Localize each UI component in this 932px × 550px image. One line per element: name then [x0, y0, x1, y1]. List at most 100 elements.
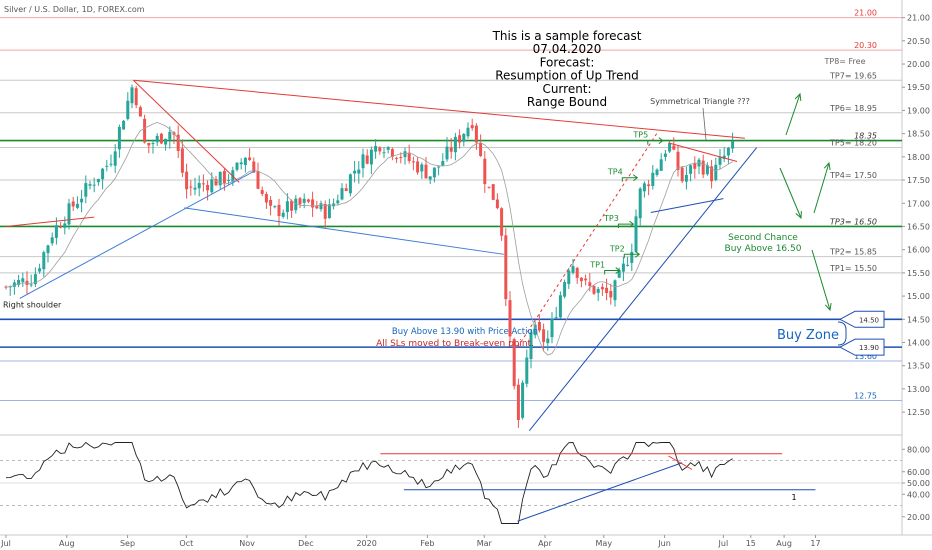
rsi-tick-label: 40.00	[907, 490, 930, 499]
candle-body	[731, 141, 735, 149]
candle-body	[96, 178, 100, 183]
x-tick-label: 2020	[356, 539, 376, 548]
candle-body	[336, 200, 340, 204]
zone-tag-14-50-shape	[838, 310, 885, 328]
tp-arrow-line	[621, 177, 638, 182]
descending-red-trendline	[133, 79, 745, 139]
rsi-red-drop	[668, 455, 693, 470]
arrow-down-1	[779, 167, 802, 219]
candle-body	[63, 223, 67, 228]
candle-body	[621, 263, 625, 272]
shoulder-blue-line	[19, 170, 256, 299]
candle-body	[357, 169, 361, 174]
candle-body	[340, 188, 344, 200]
arrow-down-2-head	[824, 303, 832, 312]
candle-body	[479, 143, 483, 156]
zone-tag-14-50: 14.50	[859, 316, 879, 324]
rsi-line	[5, 441, 733, 524]
candle-body	[159, 133, 163, 144]
candle-body	[50, 237, 54, 244]
candle-body	[634, 216, 638, 252]
x-tick-label: Sep	[120, 539, 135, 548]
candle-body	[285, 201, 289, 213]
candle-body	[29, 284, 33, 286]
candle-body	[722, 155, 726, 159]
candle-body	[600, 286, 604, 290]
triangle-lower-line	[650, 198, 724, 214]
candle-body	[542, 329, 546, 343]
y-tick-label: 13.50	[907, 362, 930, 371]
candle-body	[399, 157, 403, 159]
candle-body	[176, 134, 180, 151]
candle-body	[327, 204, 331, 219]
x-tick-label: Oct	[179, 539, 193, 548]
tp-arrow-head	[615, 267, 621, 274]
candle-body	[592, 286, 596, 294]
candle-body	[101, 168, 105, 180]
candle-body	[630, 251, 634, 263]
candle-body	[470, 125, 474, 129]
x-tick-label: 15	[746, 539, 756, 548]
candle-body	[38, 268, 42, 272]
candle-body	[222, 170, 226, 184]
candle-body	[302, 198, 306, 203]
arrow-up-2	[813, 162, 830, 214]
candle-body	[75, 203, 79, 208]
candle-body	[437, 166, 441, 168]
candle-body	[613, 280, 617, 301]
candle-body	[579, 277, 583, 282]
candle-body	[424, 164, 428, 179]
candle-body	[689, 165, 693, 174]
candle-body	[701, 160, 705, 175]
candle-body	[319, 203, 323, 210]
arrow-up-1	[785, 93, 801, 136]
candle-body	[420, 164, 424, 172]
tp-arrow-line	[617, 223, 634, 229]
tp6-label: TP6= 18.95	[829, 104, 877, 113]
candle-body	[504, 235, 508, 300]
candle-body	[180, 148, 184, 173]
tp-arrow-head	[629, 220, 635, 228]
rising-support-line	[528, 147, 758, 431]
forecast-line: This is a sample forecast	[492, 29, 642, 43]
candle-body	[588, 282, 592, 286]
y-tick-label: 17.00	[907, 199, 930, 208]
sep-red-trendline	[133, 79, 240, 183]
tp-arrow-line	[647, 140, 663, 145]
candle-body	[201, 183, 205, 185]
candle-body	[407, 152, 411, 162]
y-tick-label: 18.00	[907, 153, 930, 162]
forecast-line: Current:	[542, 82, 591, 96]
candle-body	[617, 270, 621, 278]
candle-body	[264, 193, 268, 203]
rsi-tick-label: 20.00	[907, 513, 930, 522]
candle-body	[500, 208, 504, 236]
candle-body	[445, 146, 449, 160]
candle-body	[294, 198, 298, 211]
candle-body	[105, 165, 109, 167]
candle-body	[126, 100, 130, 119]
candle-body	[651, 172, 655, 186]
candle-body	[218, 171, 222, 186]
candle-body	[466, 127, 470, 137]
candle-body	[369, 149, 373, 165]
x-tick-label: Jul	[0, 539, 11, 548]
candle-body	[390, 149, 394, 157]
candle-body	[605, 287, 609, 294]
candle-body	[563, 282, 567, 297]
candle-body	[487, 186, 491, 188]
label-12-75: 12.75	[854, 392, 877, 401]
forecast-line: 07.04.2020	[533, 42, 602, 56]
tp-arrow-head	[633, 174, 639, 182]
sym-triangle-label: Symmetrical Triangle ???	[650, 97, 750, 106]
candle-body	[88, 184, 92, 186]
label-20-30: 20.30	[854, 41, 877, 50]
candle-body	[164, 138, 168, 145]
x-tick-label: Aug	[776, 539, 792, 548]
sl-breakeven-label: All SLs moved to Break-even point.	[376, 339, 534, 349]
chart-tp-label: TP1	[589, 261, 605, 270]
candle-body	[109, 163, 113, 165]
second-chance-label: Second Chance	[728, 233, 798, 243]
candle-body	[256, 171, 260, 189]
buy-above-1650-label: Buy Above 16.50	[725, 244, 802, 254]
